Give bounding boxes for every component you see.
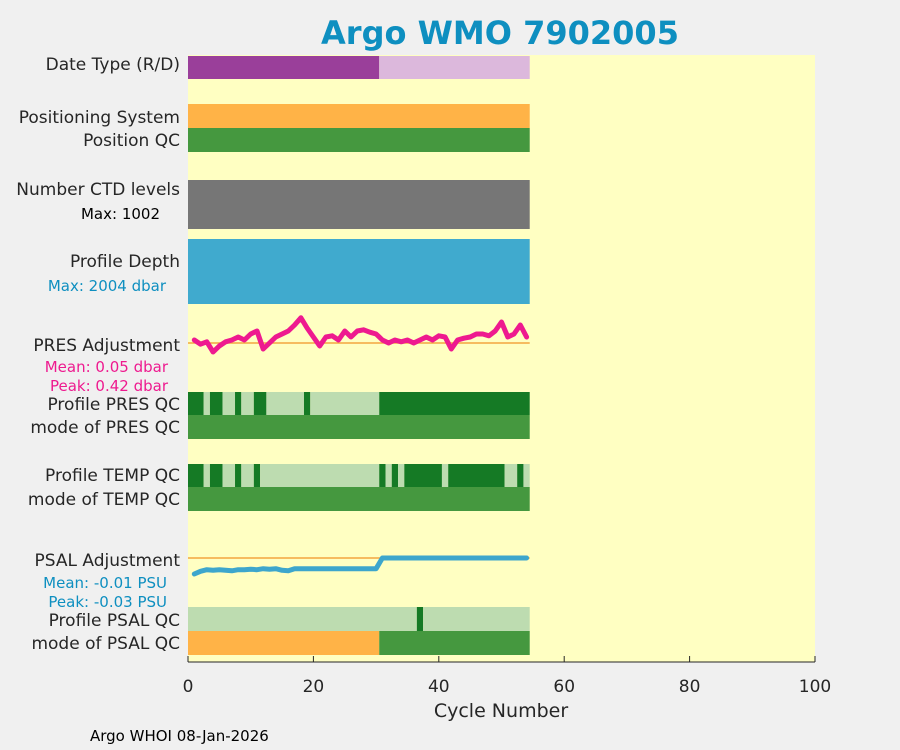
x-tick-label: 60: [553, 677, 575, 697]
bar-segment-profile-temp-qc: [379, 464, 386, 487]
bar-segment-profile-temp-qc: [385, 464, 392, 487]
label-depth-max: Max: 2004 dbar: [48, 277, 167, 295]
bar-segment-profile-pres-qc: [303, 392, 311, 415]
bar-segment-profile-pres-qc: [235, 392, 242, 415]
adjustment-lines: [188, 315, 530, 577]
x-tick-label: 100: [799, 677, 831, 697]
bar-segment-profile-temp-qc: [235, 464, 242, 487]
label-pres-adjustment: PRES Adjustment: [33, 336, 180, 356]
bar-segment-profile-pres-qc: [310, 392, 380, 415]
label-ctd-max: Max: 1002: [81, 205, 160, 223]
bar-segment-profile-psal-qc: [416, 607, 424, 631]
bar-segment-profile-temp-qc: [209, 464, 223, 487]
bar-segment-profile-temp-qc: [188, 464, 204, 487]
x-tick-label: 80: [679, 677, 701, 697]
label-pres-mean: Mean: 0.05 dbar: [45, 358, 169, 376]
x-tick-label: 0: [183, 677, 194, 697]
bar-segment-profile-temp-qc: [517, 464, 524, 487]
status-bars: [188, 56, 530, 655]
plot-area: [188, 55, 815, 662]
bar-segment-profile-pres-qc: [379, 392, 530, 415]
x-axis: 0 20 40 60 80 100: [183, 656, 831, 697]
bar-segment-profile-psal-qc: [188, 607, 417, 631]
bar-segment-positioning-system: [188, 104, 530, 128]
bar-segment-profile-pres-qc: [253, 392, 267, 415]
label-pres-peak: Peak: 0.42 dbar: [50, 377, 169, 395]
label-profile-pres-qc: Profile PRES QC: [47, 395, 180, 415]
bar-segment-profile-temp-qc: [391, 464, 399, 487]
bar-segment-mode-of-pres-qc: [188, 415, 530, 439]
label-mode-psal-qc: mode of PSAL QC: [31, 634, 180, 654]
bar-segment-profile-temp-qc: [404, 464, 442, 487]
bar-segment-profile-pres-qc: [209, 392, 223, 415]
bar-segment-mode-of-psal-qc: [188, 631, 380, 655]
bar-segment-profile-temp-qc: [203, 464, 210, 487]
bar-segment-profile-temp-qc: [260, 464, 380, 487]
bar-segment-profile-pres-qc: [241, 392, 254, 415]
series-line-psal-adjustment: [191, 555, 530, 577]
label-profile-depth: Profile Depth: [70, 252, 180, 272]
x-tick-label: 20: [303, 677, 325, 697]
x-tick-label: 40: [428, 677, 450, 697]
bar-segment-profile-pres-qc: [266, 392, 304, 415]
bar-segment-profile-temp-qc: [448, 464, 505, 487]
label-mode-pres-qc: mode of PRES QC: [30, 418, 180, 438]
label-psal-peak: Peak: -0.03 PSU: [48, 593, 167, 611]
bar-segment-profile-psal-qc: [423, 607, 530, 631]
chart-title: Argo WMO 7902005: [321, 14, 679, 52]
label-psal-adjustment: PSAL Adjustment: [35, 551, 181, 571]
label-profile-temp-qc: Profile TEMP QC: [45, 466, 180, 486]
bar-segment-profile-temp-qc: [504, 464, 518, 487]
bar-segment-mode-of-temp-qc: [188, 487, 530, 511]
label-mode-temp-qc: mode of TEMP QC: [28, 490, 180, 510]
bar-segment-profile-temp-qc: [253, 464, 261, 487]
footer-text: Argo WHOI 08-Jan-2026: [90, 727, 269, 745]
label-position-qc: Position QC: [83, 131, 180, 151]
label-profile-psal-qc: Profile PSAL QC: [49, 611, 180, 631]
bar-segment-profile-temp-qc: [398, 464, 405, 487]
x-axis-label: Cycle Number: [434, 700, 568, 722]
bar-segment-position-qc: [188, 128, 530, 152]
bar-segment-profile-temp-qc: [441, 464, 449, 487]
bar-segment-profile-temp-qc: [523, 464, 530, 487]
label-number-ctd: Number CTD levels: [16, 180, 180, 200]
bar-segment-date-type-r-d: [188, 56, 380, 79]
label-positioning-system: Positioning System: [19, 108, 180, 128]
series-line-pres-adjustment: [191, 315, 530, 355]
bar-segment-profile-pres-qc: [188, 392, 204, 415]
bar-segment-profile-pres-qc: [203, 392, 210, 415]
bar-segment-number-ctd-levels: [188, 180, 530, 229]
bar-segment-date-type-r-d: [379, 56, 530, 79]
bar-segment-profile-depth: [188, 239, 530, 304]
bar-segment-mode-of-psal-qc: [379, 631, 530, 655]
bar-segment-profile-pres-qc: [222, 392, 236, 415]
bar-segment-profile-temp-qc: [241, 464, 254, 487]
label-psal-mean: Mean: -0.01 PSU: [43, 574, 167, 592]
label-date-type: Date Type (R/D): [46, 55, 180, 75]
bar-segment-profile-temp-qc: [222, 464, 236, 487]
